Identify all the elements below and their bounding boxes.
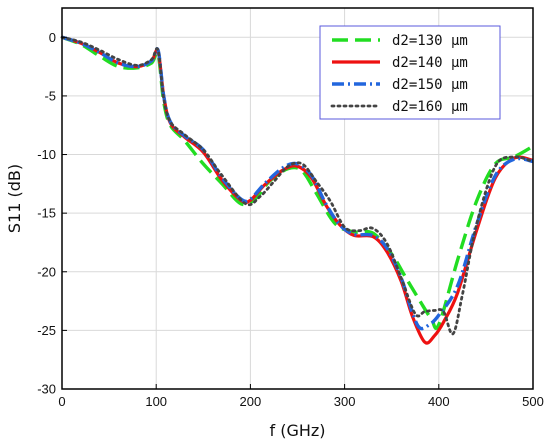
x-tick-label: 500 <box>522 394 544 409</box>
y-tick-label: -25 <box>37 323 56 338</box>
x-axis-label: f (GHz) <box>269 421 325 440</box>
legend-label-4: d2=160 μm <box>392 99 468 115</box>
y-tick-labels: 0 -5 -10 -15 -20 -25 -30 <box>37 30 56 397</box>
legend-label-3: d2=150 μm <box>392 77 468 93</box>
y-tick-label: -10 <box>37 147 56 162</box>
x-tick-label: 100 <box>145 394 167 409</box>
x-tick-label: 400 <box>428 394 450 409</box>
series-layer <box>60 35 535 345</box>
y-axis-label: S11 (dB) <box>5 164 24 233</box>
y-tick-label: 0 <box>49 30 56 45</box>
x-tick-label: 200 <box>240 394 262 409</box>
x-tick-label: 0 <box>58 394 65 409</box>
plot-area-frame <box>61 7 534 390</box>
legend-label-1: d2=130 μm <box>392 33 468 49</box>
y-tick-label: -15 <box>37 206 56 221</box>
axis-ticks <box>61 36 534 390</box>
y-tick-label: -5 <box>44 88 56 103</box>
y-tick-label: -20 <box>37 264 56 279</box>
y-tick-label: -30 <box>37 382 56 397</box>
legend-box <box>319 25 501 120</box>
x-tick-label: 300 <box>334 394 356 409</box>
legend: d2=130 μm d2=140 μm d2=150 μm d2=160 μm <box>319 25 501 120</box>
series-line-2 <box>61 35 534 345</box>
legend-label-2: d2=140 μm <box>392 55 468 71</box>
x-tick-labels: 0 100 200 300 400 500 <box>58 394 543 409</box>
